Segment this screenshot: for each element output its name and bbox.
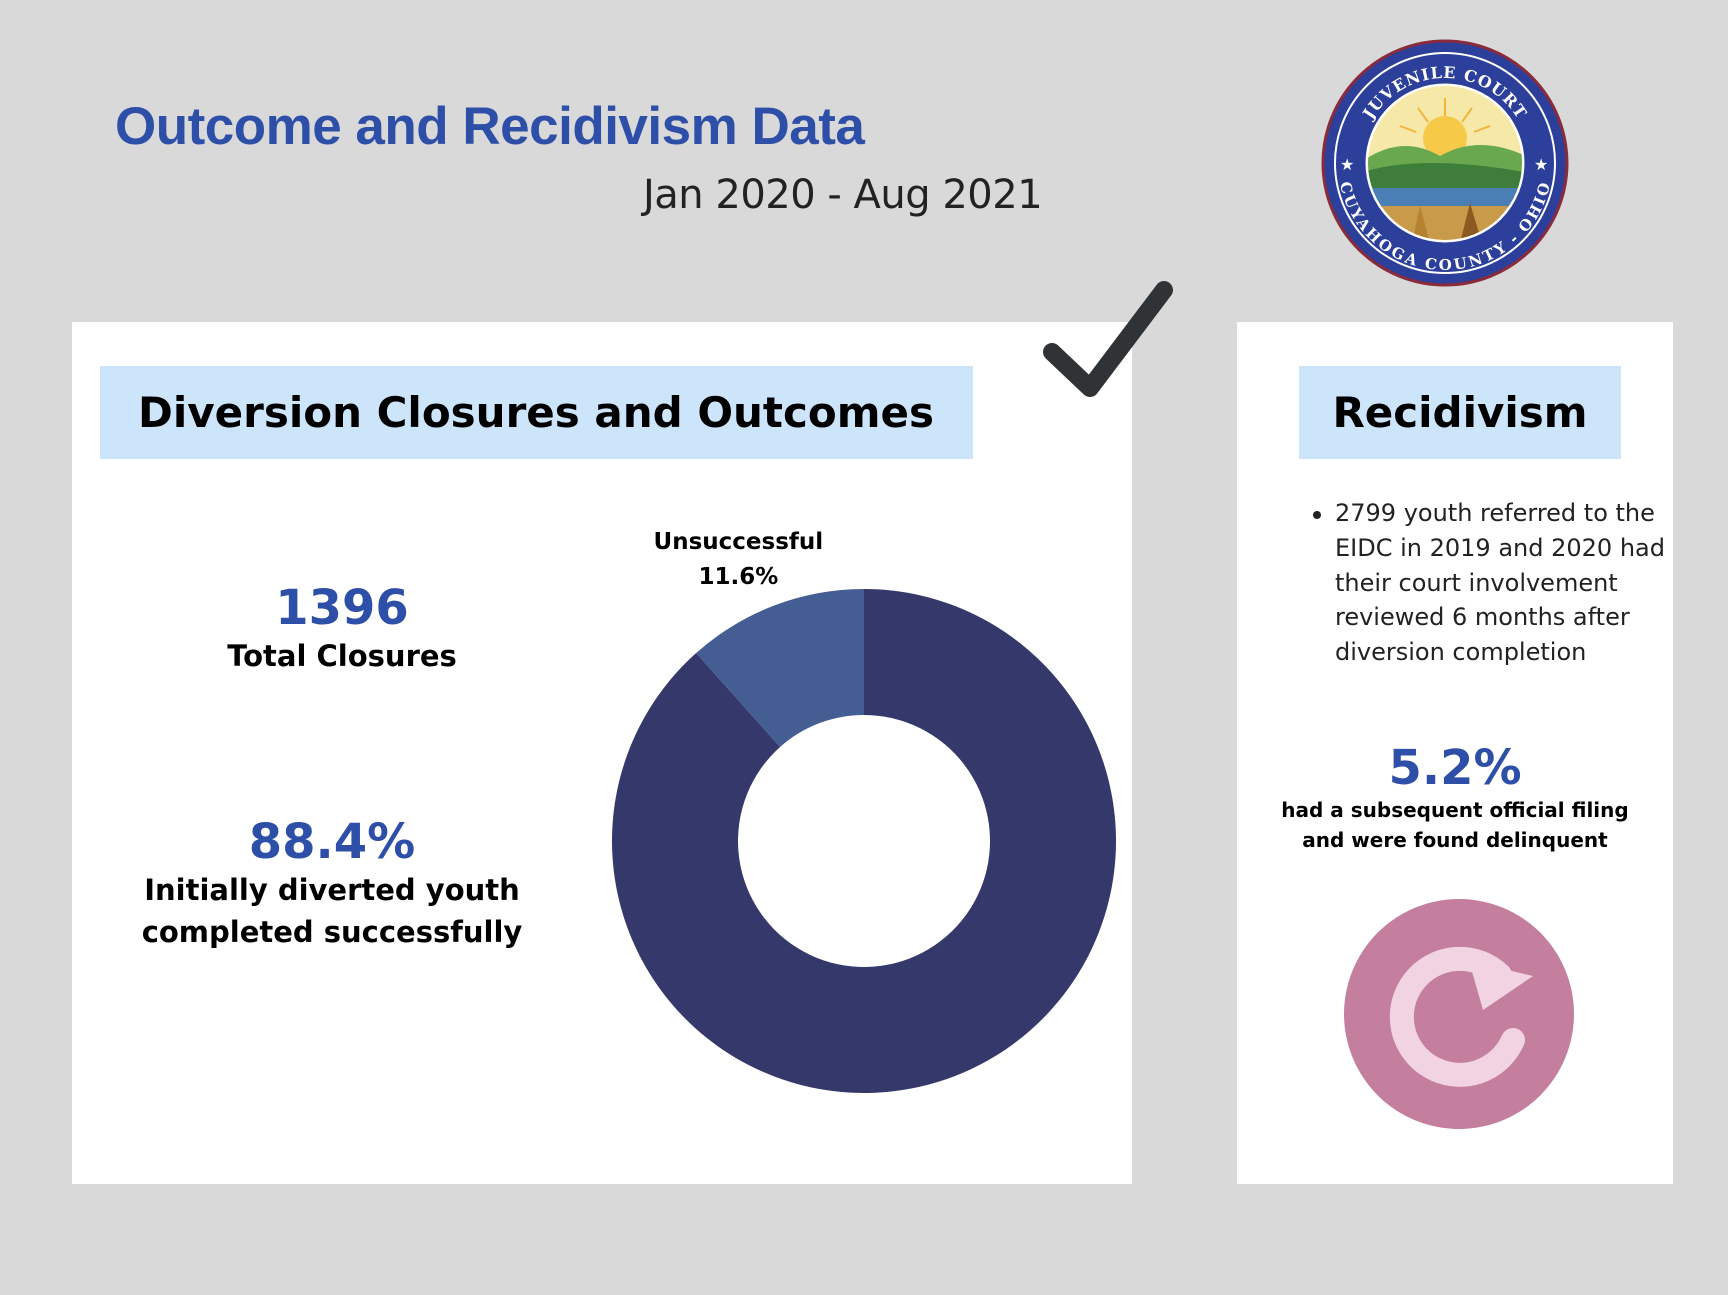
slice-label-value-unsuccessful: 11.6% (698, 564, 778, 590)
refresh-icon (1344, 899, 1574, 1129)
success-rate-label-line2: completed successfully (141, 914, 523, 949)
total-closures-label: Total Closures (227, 638, 457, 673)
recidivism-panel: Recidivism 2799 youth referred to the EI… (1237, 322, 1673, 1184)
recidivism-rate-label-line1: had a subsequent official filing (1281, 797, 1629, 822)
recidivism-rate-stat: 5.2% had a subsequent official filing an… (1257, 742, 1653, 855)
seal-star-right: ★ (1534, 155, 1548, 174)
checkmark-icon (1043, 281, 1173, 397)
recidivism-heading: Recidivism (1299, 366, 1621, 459)
recidivism-rate-label-line2: and were found delinquent (1302, 827, 1608, 852)
success-rate-stat: 88.4% Initially diverted youth completed… (112, 816, 552, 953)
page-subtitle: Jan 2020 - Aug 2021 (643, 172, 1043, 218)
court-seal-logo: JUVENILE COURT CUYAHOGA COUNTY - OHIO ★ … (1321, 39, 1569, 287)
slice-label-category-unsuccessful: Unsuccessful (654, 529, 824, 555)
list-item: 2799 youth referred to the EIDC in 2019 … (1313, 496, 1675, 670)
seal-star-left: ★ (1340, 155, 1354, 174)
donut-slice-unsuccessful (696, 589, 864, 748)
success-rate-label-line1: Initially diverted youth (144, 872, 520, 907)
success-rate-value: 88.4% (248, 814, 416, 870)
diversion-panel: Diversion Closures and Outcomes 1396 Tot… (72, 322, 1132, 1184)
page-title: Outcome and Recidivism Data (115, 97, 865, 156)
diversion-heading: Diversion Closures and Outcomes (100, 366, 973, 459)
recidivism-bullet-list: 2799 youth referred to the EIDC in 2019 … (1309, 496, 1675, 670)
total-closures-stat: 1396 Total Closures (132, 582, 552, 677)
donut-slice-successful (612, 589, 1116, 1093)
total-closures-value: 1396 (275, 580, 409, 636)
recidivism-rate-value: 5.2% (1388, 740, 1522, 796)
